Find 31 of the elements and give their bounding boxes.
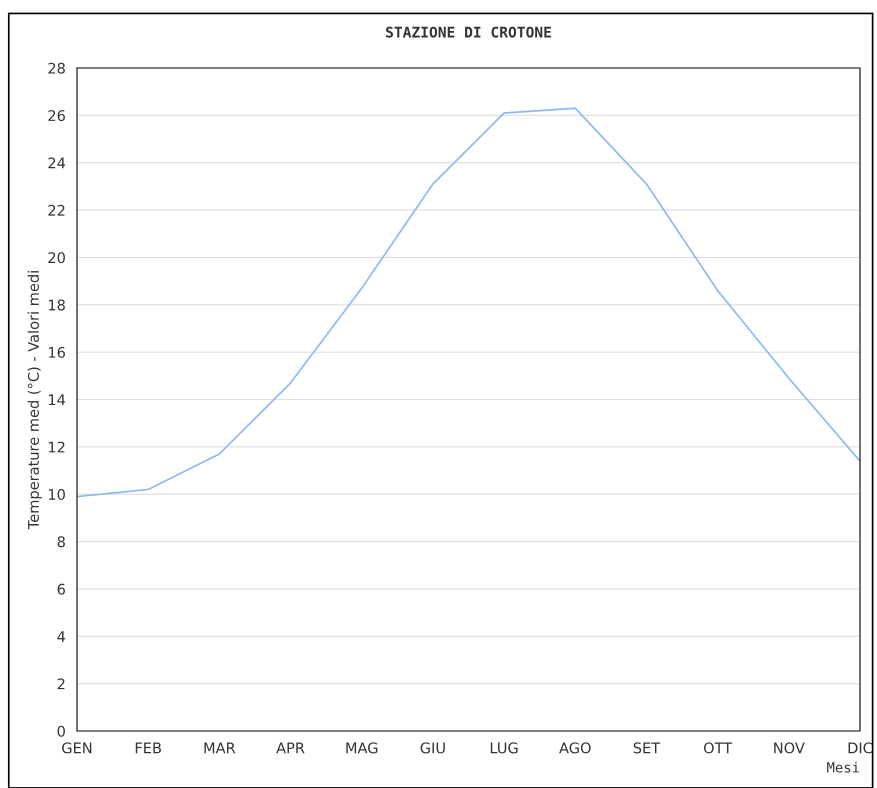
x-tick-label: AGO — [559, 742, 591, 754]
y-tick-label: 4 — [57, 631, 66, 642]
line-series — [77, 107, 860, 498]
x-tick-label: SET — [634, 742, 660, 754]
y-tick-label: 22 — [48, 204, 64, 216]
x-tick-label: MAR — [204, 742, 236, 754]
x-tick-label: DIC — [848, 742, 872, 754]
y-tick-label: 10 — [48, 488, 65, 500]
x-tick-label: FEB — [136, 742, 161, 754]
y-tick-label: 26 — [48, 110, 65, 122]
x-tick-label: NOV — [774, 742, 805, 754]
y-tick-label: 20 — [48, 252, 65, 264]
y-tick-label: 12 — [48, 442, 64, 452]
y-tick-label: 0 — [58, 726, 65, 737]
y-axis-title: Temperature med (°C) - Valori medi — [28, 271, 42, 530]
y-tick-label: 28 — [48, 62, 65, 74]
y-tick-label: 18 — [48, 300, 65, 311]
x-tick-label: APR — [276, 742, 305, 754]
x-tick-label: GEN — [62, 742, 92, 754]
y-tick-label: 24 — [48, 157, 66, 168]
y-tick-label: 16 — [48, 346, 65, 358]
x-axis-title: Mesi — [827, 762, 860, 773]
x-tick-label: OTT — [704, 742, 732, 754]
y-tick-label: 2 — [58, 678, 64, 690]
y-tick-label: 14 — [48, 394, 66, 406]
chart-title: STAZIONE DI CROTONE — [386, 26, 551, 38]
y-tick-label: 8 — [58, 536, 65, 548]
x-tick-label: LUG — [490, 742, 518, 754]
y-tick-label: 6 — [58, 584, 65, 595]
x-tick-label: GIU — [420, 742, 445, 754]
x-tick-label: MAG — [346, 742, 378, 754]
